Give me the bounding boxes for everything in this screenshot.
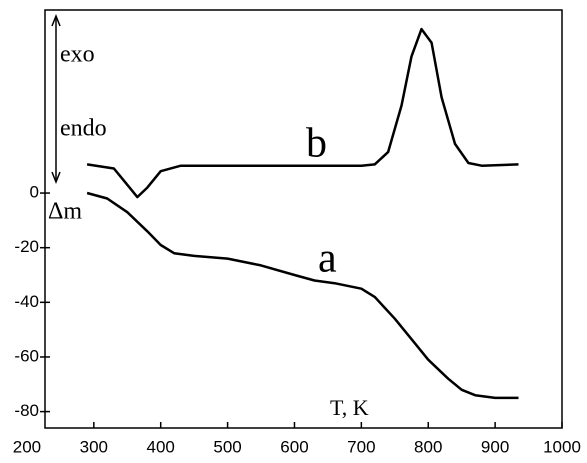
- x-tick-label: 700: [347, 437, 375, 456]
- x-tick-label: 300: [80, 437, 108, 456]
- x-tick-label: 1000: [543, 437, 581, 456]
- y-tick-label: -80: [14, 401, 39, 420]
- x-tick-label: 500: [213, 437, 241, 456]
- series-line: [86, 191, 519, 400]
- plot-frame: [44, 9, 563, 429]
- y-tick-label: -40: [14, 292, 39, 311]
- y-tick-label: 0: [30, 183, 39, 202]
- annotation: Δm: [48, 199, 82, 225]
- annotation: exo: [60, 42, 95, 68]
- annotation: T, K: [330, 395, 369, 420]
- series-label: a: [318, 236, 337, 282]
- annotation: endo: [60, 116, 107, 142]
- x-tick-label: 800: [414, 437, 442, 456]
- x-tick-label: 900: [481, 437, 509, 456]
- x-tick-label: 400: [147, 437, 175, 456]
- x-tick-label: 600: [280, 437, 308, 456]
- x-tick-label: 200: [13, 437, 41, 456]
- series-label: b: [306, 121, 327, 167]
- y-tick-label: -60: [14, 346, 39, 365]
- arrow-heads: [51, 13, 61, 185]
- y-tick-label: -20: [14, 237, 39, 256]
- series-line: [86, 27, 519, 199]
